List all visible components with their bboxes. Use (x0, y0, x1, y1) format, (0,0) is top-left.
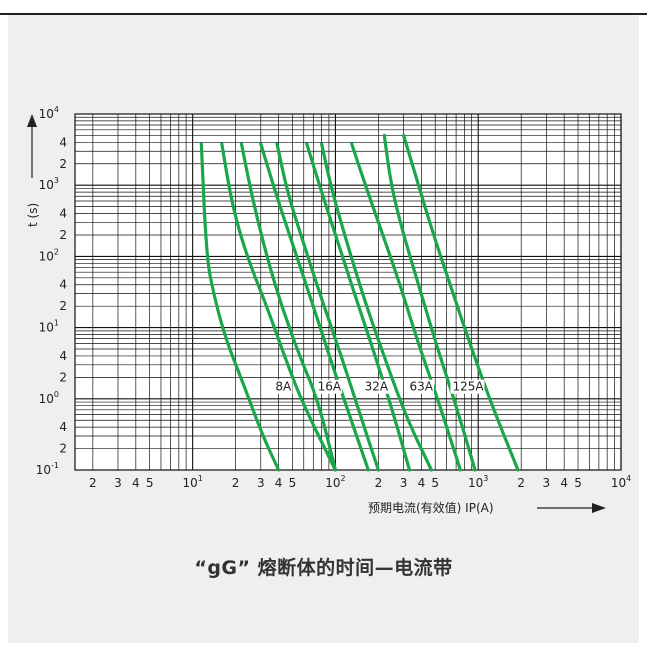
y-tick-exponent: 1 (54, 319, 59, 328)
x-tick-label: 5 (146, 476, 154, 490)
x-tick-label: 102 (325, 474, 345, 490)
band-labels: 8A 16A 32A 63A 125A (273, 379, 485, 394)
x-tick-exponent: 2 (341, 474, 346, 483)
x-tick-label: 2 (517, 476, 525, 490)
y-tick-label: 103 (39, 176, 59, 192)
y-tick-label: 100 (39, 390, 59, 406)
y-tick-label: 101 (39, 319, 59, 335)
x-tick-label: 5 (574, 476, 582, 490)
band-label: 16A (318, 380, 342, 394)
x-tick-label: 5 (289, 476, 297, 490)
chart-grid (74, 113, 622, 471)
y-tick-exponent: -1 (51, 461, 59, 470)
curve-125a-max (402, 133, 520, 472)
band-label: 8A (275, 380, 292, 394)
x-tick-label: 104 (611, 474, 631, 490)
x-tick-label: 2 (232, 476, 240, 490)
x-tick-label: 101 (182, 474, 202, 490)
y-axis-arrow-head (27, 114, 37, 127)
y-tick-label: 104 (39, 105, 59, 121)
y-tick-label: 2 (59, 370, 67, 384)
y-tick-label: 102 (39, 247, 59, 263)
x-tick-label: 4 (560, 476, 568, 490)
y-tick-label: 2 (59, 299, 67, 313)
y-tick-exponent: 2 (54, 247, 59, 256)
x-tick-labels: 2 3 4 5 101 2 3 4 5 102 2 3 4 5 103 2 3 4 5 104 (89, 474, 631, 490)
curve-125a-min (382, 133, 477, 472)
plot-area (74, 113, 622, 471)
fuse-time-current-chart: 8A 16A 32A 63A 125A 2 3 4 5 101 2 3 4 5 102 2 3 4 5 103 2 3 4… (26, 105, 631, 515)
x-tick-label: 3 (400, 476, 408, 490)
y-tick-label: 2 (59, 157, 67, 171)
y-tick-label: 4 (59, 349, 67, 363)
y-tick-exponent: 3 (54, 176, 59, 185)
x-axis-label: 预期电流(有效值) IP(A) (368, 500, 494, 515)
x-tick-label: 4 (132, 476, 140, 490)
x-tick-label: 4 (418, 476, 426, 490)
x-tick-label: 2 (375, 476, 383, 490)
curve-32a-min (275, 142, 380, 472)
band-label: 125A (452, 380, 484, 394)
y-tick-label: 4 (59, 278, 67, 292)
y-tick-label: 2 (59, 228, 67, 242)
y-tick-label: 4 (59, 135, 67, 149)
x-tick-label: 2 (89, 476, 97, 490)
figure-caption: “gG” 熔断体的时间—电流带 (194, 557, 453, 579)
curve-8a-min (199, 142, 281, 472)
y-tick-exponent: 0 (54, 390, 59, 399)
y-tick-label: 4 (59, 207, 67, 221)
x-tick-label: 5 (431, 476, 439, 490)
band-label: 63A (409, 380, 433, 394)
curve-16a-max (259, 142, 370, 472)
band-label-bg (362, 379, 390, 394)
top-bar (0, 0, 647, 15)
y-tick-label: 10-1 (36, 461, 59, 477)
band-label-bg (273, 379, 293, 394)
curve-8a-max (239, 142, 337, 472)
y-tick-exponent: 4 (54, 105, 59, 114)
x-axis-arrow-head (592, 503, 606, 513)
x-tick-exponent: 1 (198, 474, 203, 483)
x-tick-exponent: 3 (483, 474, 488, 483)
axis-labels: 预期电流(有效值) IP(A) t (s) (26, 114, 606, 515)
band-label-bg (450, 379, 485, 394)
x-tick-label: 3 (257, 476, 265, 490)
y-tick-label: 4 (59, 420, 67, 434)
x-tick-label: 4 (275, 476, 283, 490)
y-axis-label: t (s) (26, 203, 40, 227)
band-label-bg (407, 379, 434, 394)
band-label: 32A (365, 380, 389, 394)
band-label-bg (315, 379, 343, 394)
x-tick-label: 3 (114, 476, 122, 490)
curve-16a-min (220, 142, 337, 472)
curve-63a-min (320, 142, 433, 472)
x-tick-exponent: 4 (626, 474, 631, 483)
y-tick-label: 2 (59, 442, 67, 456)
x-tick-label: 3 (543, 476, 551, 490)
x-tick-label: 103 (468, 474, 488, 490)
